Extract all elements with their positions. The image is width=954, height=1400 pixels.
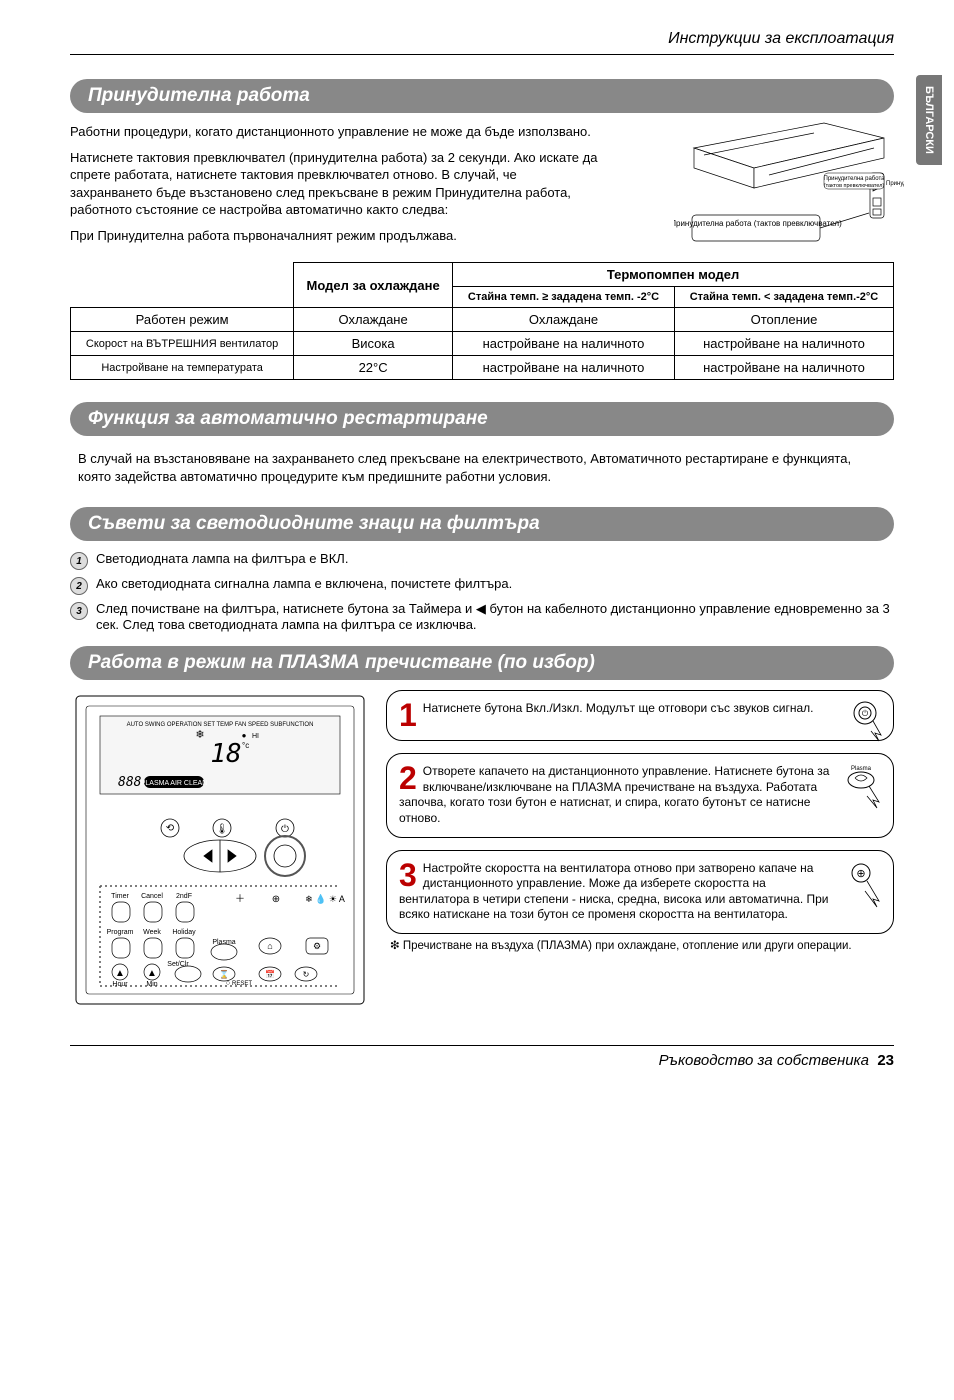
plasma-step-3: 3 Настройте скоростта на вентилатора отн… [386,850,894,934]
svg-text:⊕: ⊕ [856,868,865,880]
svg-text:↻: ↻ [303,970,310,979]
filter-step-1: 1 Светодиодната лампа на филтъра е ВКЛ. [70,551,894,570]
svg-text:▲: ▲ [115,968,125,979]
svg-text:⌛: ⌛ [219,969,229,979]
svg-text:Program: Program [107,929,134,936]
ac-unit-diagram: Принудителна работа (тактов превключвате… [674,113,904,263]
svg-text:Принудителна работа (тактов пр: Принудителна работа (тактов превключвате… [674,219,842,228]
svg-text:●: ● [242,731,247,740]
step-num-icon: 3 [70,602,88,620]
page-header: Инструкции за експлоатация [70,30,894,55]
svg-text:🌡: 🌡 [216,823,229,835]
filter-step-3: 3 След почистване на филтъра, натиснете … [70,601,894,632]
svg-text:PLASMA AIR CLEAN: PLASMA AIR CLEAN [141,780,208,787]
sec1-para3: При Принудителна работа първоначалният р… [70,227,600,245]
svg-text:HI: HI [252,733,259,740]
svg-text:📅: 📅 [265,969,275,979]
remote-diagram: AUTO SWING OPERATION SET TEMP FAN SPEED … [70,690,370,1015]
sec1-para2: Натиснете тактовия превключвател (принуд… [70,149,600,219]
svg-text:Cancel: Cancel [141,893,163,900]
step-number: 2 [399,764,417,793]
table-row: Настройване на температурата 22°C настро… [71,356,894,380]
svg-text:2ndF: 2ndF [176,893,192,900]
svg-text:888: 888 [118,775,142,790]
section-plasma-title: Работа в режим на ПЛАЗМА пречистване (по… [70,646,894,680]
svg-text:°c: °c [242,741,249,750]
svg-text:Plasma: Plasma [851,766,872,772]
step-number: 3 [399,861,417,890]
table-row: Скорост на ВЪТРЕШНИЯ вентилатор Висока н… [71,332,894,356]
section-filterled-title: Съвети за светодиодните знаци на филтъра [70,507,894,541]
svg-text:❄: ❄ [195,729,204,741]
svg-text:⏻: ⏻ [281,824,289,835]
svg-text:＋: ＋ [235,894,245,905]
sec1-para1: Работни процедури, когато дистанционното… [70,123,600,141]
svg-text:AUTO SWING OPERATION SET TEM: AUTO SWING OPERATION SET TEMP FAN SPEED … [127,722,314,728]
step-num-icon: 1 [70,552,88,570]
plasma-step-2: 2 Отворете капачето на дистанционното уп… [386,753,894,837]
step-num-icon: 2 [70,577,88,595]
plasma-button-icon: Plasma [841,762,885,810]
svg-text:⌂: ⌂ [267,941,272,951]
step-number: 1 [399,701,417,730]
power-icon: ⏻ [845,699,885,743]
language-tab: БЪЛГАРСКИ [916,75,942,165]
svg-text:Holiday: Holiday [172,929,196,936]
svg-text:Принудителна работа (тактов пр: Принудителна работа (тактов превключвате… [886,181,904,187]
section-forced-title: Принудителна работа [70,79,894,113]
svg-text:Hour: Hour [112,981,128,988]
filter-step-2: 2 Ако светодиодната сигнална лампа е вкл… [70,576,894,595]
svg-text:Min: Min [146,981,157,988]
svg-text:⊕: ⊕ [272,894,280,905]
svg-text:18: 18 [210,739,241,769]
sec2-text: В случай на възстановяване на захранване… [70,446,894,499]
svg-text:Принудителна работа: Принудителна работа [824,176,886,182]
page-footer: Ръководство за собственика 23 [70,1045,894,1069]
svg-text:▲: ▲ [147,968,157,979]
plasma-note: ❇ Пречистване на въздуха (ПЛАЗМА) при ох… [390,938,894,952]
svg-text:⚙: ⚙ [313,941,321,951]
section-autorestart-title: Функция за автоматично рестартиране [70,402,894,436]
table-row: Работен режим Охлаждане Охлаждане Отопле… [71,308,894,332]
svg-text:❄ 💧 ☀ A: ❄ 💧 ☀ A [305,893,345,904]
fan-button-icon: ⊕ [841,859,885,911]
svg-text:(тактов превключвател): (тактов превключвател) [824,183,885,189]
mode-table: Модел за охлаждане Термопомпен модел Ста… [70,262,894,380]
svg-text:⟲: ⟲ [166,823,175,834]
svg-text:RESET: RESET [232,981,252,987]
svg-text:Timer: Timer [111,893,129,900]
plasma-step-1: 1 Натиснете бутона Вкл./Изкл. Модулът ще… [386,690,894,741]
svg-text:Week: Week [143,929,161,936]
svg-text:⏻: ⏻ [862,709,869,718]
